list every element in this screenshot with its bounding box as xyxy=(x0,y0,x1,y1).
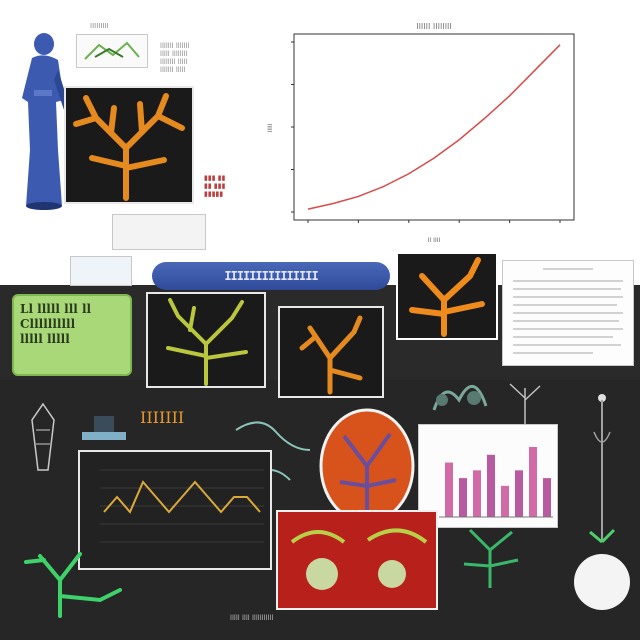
red-scribble: ▮▮▮ ▮▮ ▮▮ ▮▮▮ ▮▮▮▮▮ xyxy=(204,174,226,198)
small-diagram xyxy=(76,34,148,68)
sphere-plant-illustration xyxy=(574,394,630,610)
main-chart-ylabel: IIIII xyxy=(267,123,274,132)
main-chart-xlabel: II IIII xyxy=(428,237,441,244)
green-card-line: Cllllllllll xyxy=(20,317,76,331)
main-chart-series-line xyxy=(307,44,561,210)
red-oval-illustration xyxy=(319,408,415,524)
blue-figure-illustration xyxy=(22,33,70,210)
main-chart-svg: IIIIII IIIIIIII II IIII IIIII xyxy=(267,22,575,244)
orange-coral-panel-3 xyxy=(396,252,498,340)
green-card-line: Ll lllll lll ll xyxy=(20,302,92,316)
mini-line-series xyxy=(103,480,261,514)
line-chart-panel xyxy=(78,450,272,570)
document-paper xyxy=(502,260,634,366)
scribble-line: lllll llllllll xyxy=(160,50,188,58)
scribble-line: llllllll lllll xyxy=(160,58,188,66)
blue-banner: IIIIIIIIIIIIIII xyxy=(152,262,390,290)
scribble-line: lllllll lllll xyxy=(160,66,186,74)
bar xyxy=(501,485,509,517)
scribble-block: lllllll lllllll lllll llllllll llllllll … xyxy=(160,42,250,74)
scribble-line: lllllll lllllll xyxy=(160,42,190,50)
bar-chart xyxy=(439,447,553,518)
green-coral-illustration-2 xyxy=(463,528,519,588)
main-chart-frame xyxy=(293,33,575,221)
small-table xyxy=(112,214,206,250)
bar xyxy=(473,470,481,517)
mini-line-chart xyxy=(80,452,270,568)
bar xyxy=(543,478,551,517)
green-card-line: lllll lllll xyxy=(20,332,70,346)
sketch-plant xyxy=(509,383,541,428)
red-coral-panel xyxy=(276,510,438,610)
sketch-device xyxy=(82,416,126,440)
footer-caption: lllll llll lllllllllll xyxy=(230,614,274,622)
bar xyxy=(515,470,523,517)
orange-coral-panel xyxy=(64,86,194,204)
green-coral-illustration xyxy=(24,552,122,618)
top-label: IIIIIIIII xyxy=(90,22,109,30)
bar xyxy=(487,454,495,517)
sketch-figure xyxy=(31,402,55,471)
banner-text: IIIIIIIIIIIIIII xyxy=(224,269,318,283)
bar xyxy=(445,462,453,517)
orange-label: IIIIIII xyxy=(140,408,185,427)
bar-chart-panel xyxy=(418,424,558,528)
sketch-coral-gray xyxy=(432,385,488,411)
small-table-2 xyxy=(70,256,132,286)
main-chart-title: IIIIII IIIIIIII xyxy=(416,22,452,31)
green-card: Ll lllll lll ll Cllllllllll lllll lllll xyxy=(12,294,132,376)
bar xyxy=(459,478,467,517)
main-chart: IIIIII IIIIIIII II IIII IIIII xyxy=(262,18,582,248)
bar xyxy=(529,447,537,517)
green-coral-panel xyxy=(146,292,266,388)
orange-coral-panel-2 xyxy=(278,306,384,398)
